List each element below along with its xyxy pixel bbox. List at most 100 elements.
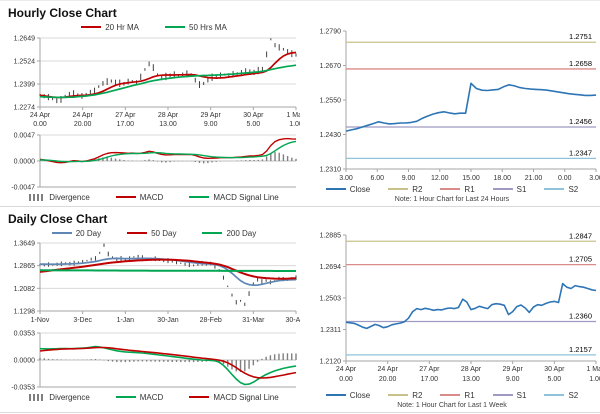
weekly-pivot-note: Note: 1 Hour Chart for Last 1 Week bbox=[397, 402, 507, 409]
legend-item-macd-signal-line: MACD Signal Line bbox=[189, 192, 279, 202]
line-swatch-icon bbox=[127, 232, 148, 234]
line-swatch-icon bbox=[202, 232, 223, 234]
legend-item-divergence: Divergence bbox=[29, 193, 90, 202]
hourly-pivot-note: Note: 1 Hour Chart for Last 24 Hours bbox=[394, 196, 510, 203]
svg-text:1.2310: 1.2310 bbox=[320, 167, 342, 174]
line-swatch-icon bbox=[115, 396, 136, 398]
svg-text:1.2456: 1.2456 bbox=[569, 117, 592, 126]
legend-item-r1: R1 bbox=[440, 184, 475, 194]
svg-text:0.0047: 0.0047 bbox=[14, 133, 36, 140]
legend-label: S1 bbox=[516, 184, 527, 194]
line-swatch-icon bbox=[388, 394, 409, 396]
line-swatch-icon bbox=[115, 196, 136, 198]
svg-text:1.2120: 1.2120 bbox=[320, 359, 342, 366]
hourly-macd-chart: 0.0047 0.0000 -0.0047 bbox=[11, 133, 297, 192]
svg-text:5.00: 5.00 bbox=[548, 376, 562, 383]
svg-text:1.2274: 1.2274 bbox=[14, 105, 36, 112]
legend-label: MACD Signal Line bbox=[213, 192, 279, 202]
legend-item-s2: S2 bbox=[544, 185, 578, 194]
svg-text:1 May: 1 May bbox=[586, 366, 600, 373]
legend-item-close: Close bbox=[325, 390, 371, 400]
legend-label: Divergence bbox=[49, 392, 90, 402]
svg-text:12.00: 12.00 bbox=[431, 175, 449, 182]
svg-text:18.00: 18.00 bbox=[493, 175, 511, 182]
svg-text:1.2503: 1.2503 bbox=[320, 295, 342, 302]
svg-text:1.2885: 1.2885 bbox=[320, 233, 342, 240]
svg-text:3.00: 3.00 bbox=[339, 175, 353, 182]
svg-text:24 Apr: 24 Apr bbox=[336, 366, 357, 373]
svg-text:1.2865: 1.2865 bbox=[14, 263, 36, 270]
legend-item-macd: MACD bbox=[115, 393, 163, 402]
legend-label: 50 Hrs MA bbox=[189, 22, 227, 32]
legend-label: Close bbox=[349, 390, 371, 400]
svg-text:1.2430: 1.2430 bbox=[320, 132, 342, 139]
svg-text:28 Apr: 28 Apr bbox=[158, 112, 179, 119]
svg-text:-0.0047: -0.0047 bbox=[11, 185, 35, 192]
svg-text:0.00: 0.00 bbox=[339, 376, 353, 383]
svg-text:13.00: 13.00 bbox=[159, 121, 177, 128]
line-swatch-icon bbox=[81, 26, 102, 28]
line-swatch-icon bbox=[189, 396, 210, 398]
legend-item-s2: S2 bbox=[544, 391, 578, 400]
svg-text:1.00: 1.00 bbox=[289, 121, 300, 128]
svg-text:24 Apr: 24 Apr bbox=[378, 366, 399, 373]
svg-text:1.2360: 1.2360 bbox=[569, 311, 592, 320]
legend-label: R2 bbox=[412, 390, 423, 400]
legend-label: 20 Day bbox=[75, 228, 102, 238]
legend-item-divergence: Divergence bbox=[29, 392, 90, 402]
bar-swatch-icon bbox=[29, 393, 46, 401]
svg-text:21.00: 21.00 bbox=[525, 175, 543, 182]
svg-text:29 Apr: 29 Apr bbox=[503, 366, 524, 373]
svg-text:-0.0353: -0.0353 bbox=[11, 385, 35, 392]
daily-macd-chart: 0.0353 0.0000 -0.0353 bbox=[11, 331, 297, 392]
legend-item-s1: S1 bbox=[492, 184, 527, 194]
svg-text:1.1298: 1.1298 bbox=[14, 309, 36, 316]
hourly-ma-legend: 20 Hr MA 50 Hrs MA bbox=[8, 21, 300, 33]
hourly-chart-title: Hourly Close Chart bbox=[8, 6, 117, 20]
line-swatch-icon bbox=[440, 188, 461, 190]
hourly-pivot-legend: Close R2 R1 S1 S2 bbox=[304, 183, 600, 195]
svg-text:20.00: 20.00 bbox=[379, 376, 397, 383]
legend-item-r2: R2 bbox=[388, 391, 422, 400]
weekly-pivot-panel: 1.2885 1.2694 1.2503 1.2311 1.2120 24 Apr 0.00… bbox=[300, 207, 600, 412]
bar-swatch-icon bbox=[29, 193, 46, 201]
legend-item-r1: R1 bbox=[440, 391, 475, 400]
legend-label: 20 Hr MA bbox=[105, 22, 139, 32]
daily-ma-legend: 20 Day 50 Day 200 Day bbox=[8, 227, 300, 239]
svg-text:0.0000: 0.0000 bbox=[14, 159, 36, 166]
legend-item-20-day: 20 Day bbox=[51, 228, 102, 238]
legend-label: MACD Signal Line bbox=[213, 392, 279, 402]
svg-text:1.2524: 1.2524 bbox=[14, 59, 36, 66]
svg-text:1.2550: 1.2550 bbox=[320, 98, 342, 105]
svg-text:1.2790: 1.2790 bbox=[320, 29, 342, 36]
svg-text:9.00: 9.00 bbox=[402, 175, 416, 182]
svg-text:28-Feb: 28-Feb bbox=[200, 317, 222, 324]
svg-text:1.2670: 1.2670 bbox=[320, 63, 342, 70]
legend-item-50-day: 50 Day bbox=[127, 229, 176, 238]
legend-label: R1 bbox=[464, 184, 475, 194]
daily-macd-legend: Divergence MACD MACD Signal Line bbox=[8, 391, 300, 403]
line-swatch-icon bbox=[440, 394, 461, 396]
svg-text:30 Apr: 30 Apr bbox=[243, 112, 264, 119]
bottom-row: Daily Close Chart 20 Day 50 Day 200 Day 1.… bbox=[0, 207, 600, 413]
line-swatch-icon bbox=[544, 188, 565, 190]
legend-label: S2 bbox=[568, 390, 579, 400]
svg-text:1.00: 1.00 bbox=[589, 376, 600, 383]
legend-item-macd: MACD bbox=[115, 193, 163, 202]
svg-text:1-Nov: 1-Nov bbox=[31, 317, 50, 324]
svg-text:24 Apr: 24 Apr bbox=[73, 112, 94, 119]
svg-text:30 Apr: 30 Apr bbox=[544, 366, 565, 373]
svg-text:17.00: 17.00 bbox=[421, 376, 439, 383]
svg-text:1.2082: 1.2082 bbox=[14, 286, 36, 293]
legend-item-20-hr-ma: 20 Hr MA bbox=[81, 23, 139, 32]
legend-item-r2: R2 bbox=[388, 185, 422, 194]
svg-text:13.00: 13.00 bbox=[462, 376, 480, 383]
legend-label: 200 Day bbox=[226, 228, 257, 238]
svg-text:9.00: 9.00 bbox=[204, 121, 218, 128]
hourly-macd-legend: Divergence MACD MACD Signal Line bbox=[8, 191, 300, 203]
legend-label: R2 bbox=[412, 184, 423, 194]
